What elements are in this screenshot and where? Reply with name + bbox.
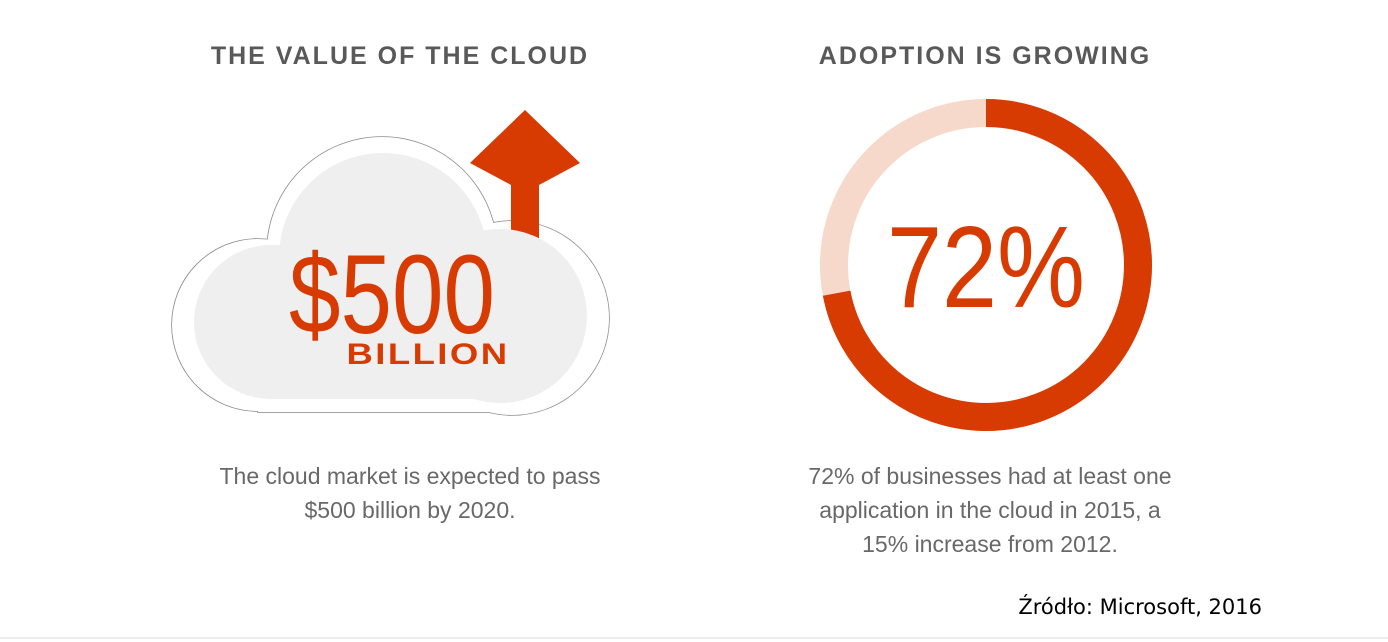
donut-center-label: 72%: [887, 202, 1085, 332]
right-panel-caption: 72% of businesses had at least one appli…: [750, 459, 1230, 561]
caption-line: application in the cloud in 2015, a: [819, 497, 1161, 523]
caption-line: 15% increase from 2012.: [862, 531, 1118, 557]
left-panel-caption: The cloud market is expected to pass $50…: [150, 459, 670, 527]
left-panel-title: THE VALUE OF THE CLOUD: [210, 42, 590, 70]
cloud-shape: [194, 153, 587, 403]
caption-line: $500 billion by 2020.: [304, 497, 516, 523]
source-note: Źródło: Microsoft, 2016: [1018, 595, 1262, 619]
cloud-graphic: $500 BILLION: [171, 110, 610, 416]
caption-line: 72% of businesses had at least one: [808, 463, 1172, 489]
cloud-value: $500: [289, 232, 495, 357]
right-panel-title: ADOPTION IS GROWING: [818, 42, 1152, 70]
caption-line: The cloud market is expected to pass: [219, 463, 601, 489]
donut-chart: 72%: [820, 99, 1152, 431]
growth-arrow-icon: [470, 110, 580, 258]
donut-arc: [820, 99, 1152, 431]
bottom-divider: [0, 637, 1388, 639]
cloud-value-unit: BILLION: [347, 338, 510, 371]
